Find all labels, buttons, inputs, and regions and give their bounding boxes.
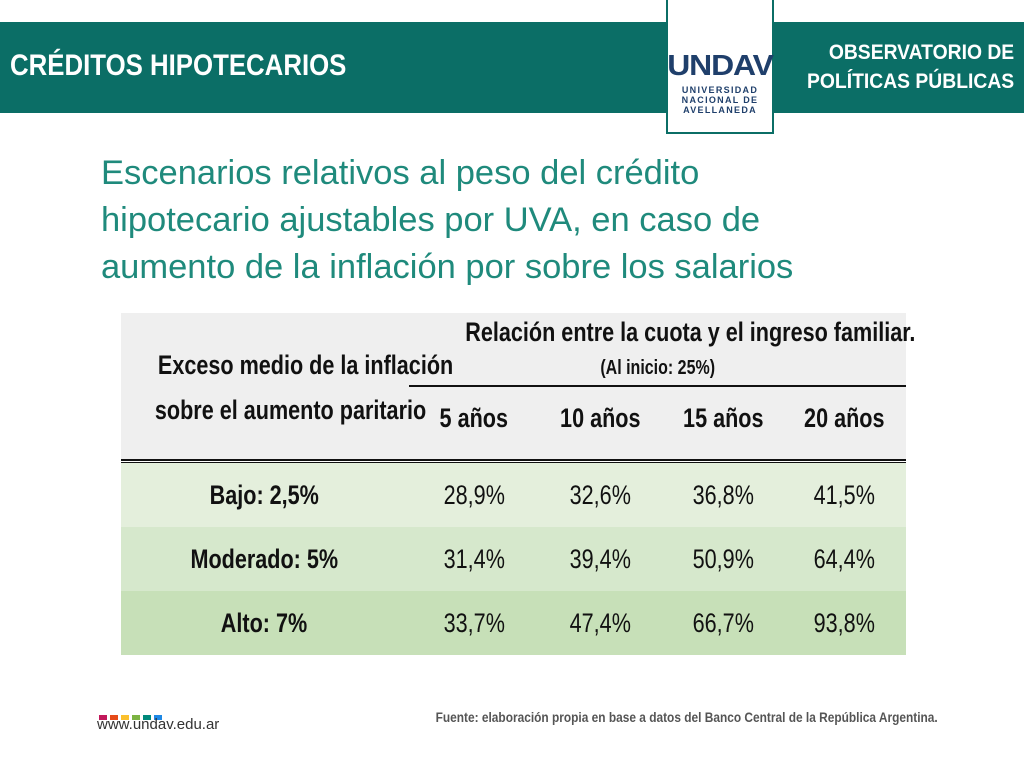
year-header-label: 10 años: [559, 403, 641, 433]
color-dot: [143, 715, 151, 720]
table-cell: 93,8%: [782, 591, 906, 655]
table-cell: 41,5%: [782, 463, 906, 527]
logo-mark: UNDAV: [667, 50, 774, 82]
logo-line3: AVELLANEDA: [683, 105, 757, 115]
logo-line2: NACIONAL DE: [681, 95, 759, 105]
slide-title-line2: hipotecario ajustables por UVA, en caso …: [101, 201, 761, 239]
header-divider: [121, 459, 906, 463]
table-row: Bajo: 2,5% 28,9% 32,6% 36,8% 41,5%: [121, 463, 906, 527]
scenario-table: Exceso medio de la inflación sobre el au…: [121, 313, 915, 655]
slide-title-line3: aumento de la inflación por sobre los sa…: [101, 248, 794, 286]
year-header-5: 5 años: [412, 403, 536, 434]
table-row: Moderado: 5% 31,4% 39,4% 50,9% 64,4%: [121, 527, 906, 591]
table-cell: 50,9%: [661, 527, 785, 591]
section-title: CRÉDITOS HIPOTECARIOS: [10, 49, 347, 82]
row-label: Bajo: 2,5%: [121, 463, 407, 527]
table-cell: 39,4%: [538, 527, 662, 591]
slide-title-line1: Escenarios relativos al peso del crédito: [101, 154, 700, 192]
row-label: Alto: 7%: [121, 591, 407, 655]
observatory-title-line2: POLÍTICAS PÚBLICAS: [806, 70, 1014, 93]
table-header: Exceso medio de la inflación sobre el au…: [121, 313, 915, 463]
cell-value: 39,4%: [569, 544, 631, 574]
undav-logo: UNDAV UNIVERSIDAD NACIONAL DE AVELLANEDA: [666, 0, 774, 134]
cell-value: 64,4%: [813, 544, 875, 574]
source-note: Fuente: elaboración propia en base a dat…: [435, 709, 938, 725]
observatory-title-line1: OBSERVATORIO DE: [828, 41, 1014, 64]
cell-value: 66,7%: [692, 608, 754, 638]
website-link[interactable]: www.undav.edu.ar: [97, 716, 220, 733]
table-row: Alto: 7% 33,7% 47,4% 66,7% 93,8%: [121, 591, 906, 655]
ratio-group-header: Relación entre la cuota y el ingreso fam…: [409, 317, 915, 348]
cell-value: 28,9%: [443, 480, 505, 510]
cell-value: 50,9%: [692, 544, 754, 574]
color-dot: [99, 715, 107, 720]
group-underline: [409, 385, 906, 387]
observatory-title: OBSERVATORIO DE POLÍTICAS PÚBLICAS: [807, 38, 1014, 96]
ratio-group-subheader-text: (Al inicio: 25%): [600, 357, 715, 379]
cell-value: 36,8%: [692, 480, 754, 510]
year-header-10: 10 años: [538, 403, 662, 434]
table-cell: 66,7%: [661, 591, 785, 655]
table-cell: 31,4%: [412, 527, 536, 591]
year-header-label: 20 años: [803, 403, 885, 433]
year-header-label: 5 años: [439, 403, 509, 433]
brand-color-dots: [99, 707, 165, 725]
year-header-15: 15 años: [661, 403, 785, 434]
table-cell: 28,9%: [412, 463, 536, 527]
header-bar: CRÉDITOS HIPOTECARIOS OBSERVATORIO DE PO…: [0, 22, 1024, 113]
cell-value: 32,6%: [569, 480, 631, 510]
inflation-excess-header-line2: sobre el aumento paritario: [154, 395, 427, 425]
inflation-excess-header-line1: Exceso medio de la inflación: [157, 350, 454, 380]
table-cell: 33,7%: [412, 591, 536, 655]
row-label: Moderado: 5%: [121, 527, 407, 591]
ratio-group-subheader: (Al inicio: 25%): [409, 357, 906, 380]
logo-line1: UNIVERSIDAD: [681, 85, 759, 95]
table-cell: 47,4%: [538, 591, 662, 655]
table-cell: 64,4%: [782, 527, 906, 591]
cell-value: 47,4%: [569, 608, 631, 638]
logo-subtitle: UNIVERSIDAD NACIONAL DE AVELLANEDA: [668, 85, 772, 115]
color-dot: [154, 715, 162, 720]
table-cell: 32,6%: [538, 463, 662, 527]
cell-value: 33,7%: [443, 608, 505, 638]
table-cell: 36,8%: [661, 463, 785, 527]
year-header-label: 15 años: [682, 403, 764, 433]
slide-title: Escenarios relativos al peso del crédito…: [101, 150, 981, 291]
color-dot: [110, 715, 118, 720]
color-dot: [132, 715, 140, 720]
cell-value: 41,5%: [813, 480, 875, 510]
row-label-text: Moderado: 5%: [190, 544, 338, 574]
ratio-group-header-text: Relación entre la cuota y el ingreso fam…: [465, 317, 916, 347]
inflation-excess-header: Exceso medio de la inflación sobre el au…: [121, 343, 453, 433]
color-dot: [121, 715, 129, 720]
cell-value: 31,4%: [443, 544, 505, 574]
year-header-20: 20 años: [782, 403, 906, 434]
cell-value: 93,8%: [813, 608, 875, 638]
row-label-text: Alto: 7%: [220, 608, 308, 638]
row-label-text: Bajo: 2,5%: [209, 480, 319, 510]
